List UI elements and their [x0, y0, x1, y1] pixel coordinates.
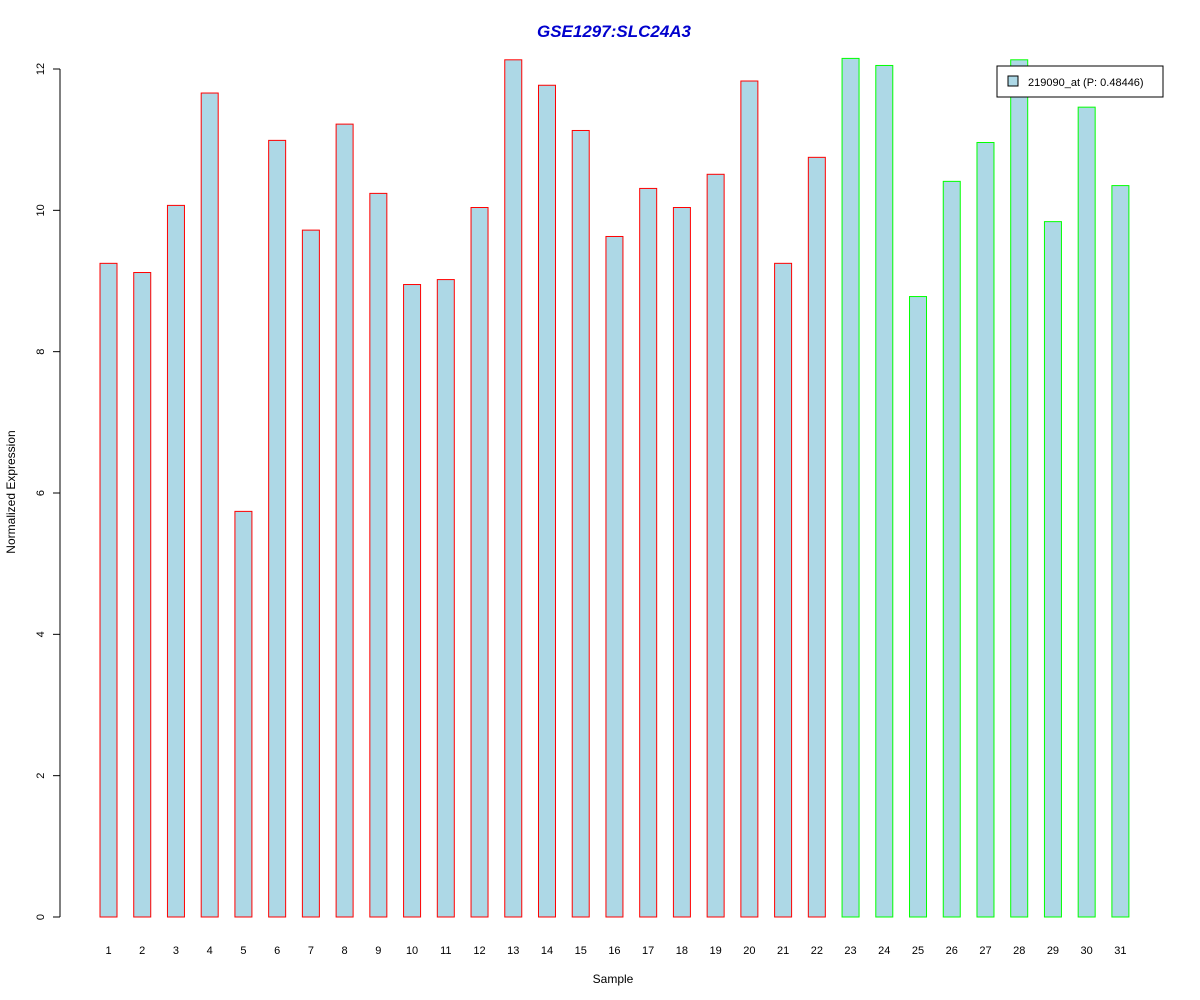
bar-sample-7	[301, 229, 320, 918]
x-tick-label: 4	[207, 945, 213, 957]
x-tick-label: 10	[406, 945, 418, 957]
x-tick-label: 6	[274, 945, 280, 957]
x-tick-label: 31	[1114, 945, 1126, 957]
bar-sample-28	[1010, 59, 1029, 918]
bar-sample-31	[1111, 185, 1130, 918]
bar-sample-22	[807, 156, 826, 918]
bar-sample-21	[774, 262, 793, 918]
x-tick-label: 18	[676, 945, 688, 957]
x-tick-label: 26	[946, 945, 958, 957]
x-axis-label: Sample	[593, 972, 634, 986]
x-tick-label: 30	[1081, 945, 1093, 957]
bar-sample-1	[99, 262, 118, 918]
y-tick-label: 2	[35, 773, 47, 779]
bar-sample-30	[1077, 106, 1096, 918]
y-tick-label: 8	[35, 349, 47, 355]
bar-sample-18	[672, 207, 691, 918]
x-tick-label: 3	[173, 945, 179, 957]
x-tick-label: 21	[777, 945, 789, 957]
bar-sample-27	[976, 141, 995, 918]
x-tick-label: 29	[1047, 945, 1059, 957]
y-axis: 0 2 4 6 8 10 12	[35, 63, 61, 920]
x-tick-label: 2	[139, 945, 145, 957]
x-tick-label: 16	[608, 945, 620, 957]
bar-sample-14	[537, 84, 556, 918]
bar-sample-23	[841, 57, 860, 918]
x-tick-label: 12	[473, 945, 485, 957]
x-tick-label: 14	[541, 945, 553, 957]
bar-sample-20	[740, 80, 759, 918]
x-tick-labels: 1 2 3 4 5 6 7 8 9 10 11 12 13 14 15 16 17 18 19 20 21 22 23 24 2…	[105, 945, 1126, 957]
y-axis-label: Normalized Expression	[4, 430, 18, 553]
bar-sample-2	[133, 272, 152, 918]
bar-sample-25	[909, 296, 928, 918]
x-tick-label: 13	[507, 945, 519, 957]
bar-sample-24	[875, 64, 894, 918]
bar-sample-17	[639, 187, 658, 918]
bar-sample-15	[571, 129, 590, 918]
bar-sample-11	[436, 279, 455, 918]
bar-sample-5	[234, 510, 253, 918]
chart-title: GSE1297:SLC24A3	[537, 22, 692, 41]
x-tick-label: 1	[105, 945, 111, 957]
bar-sample-9	[369, 192, 388, 918]
bar-sample-10	[403, 284, 422, 918]
legend-swatch	[1007, 75, 1019, 87]
legend-box	[996, 65, 1164, 98]
legend: 219090_at (P: 0.48446)	[996, 65, 1164, 98]
bar-sample-16	[605, 235, 624, 918]
x-tick-label: 25	[912, 945, 924, 957]
bar-sample-13	[504, 59, 523, 918]
bar-sample-3	[166, 204, 185, 918]
x-tick-label: 27	[979, 945, 991, 957]
x-tick-label: 15	[575, 945, 587, 957]
y-tick-label: 0	[35, 914, 47, 920]
bar-sample-6	[268, 139, 287, 918]
x-tick-label: 23	[844, 945, 856, 957]
legend-label: 219090_at (P: 0.48446)	[1028, 77, 1144, 89]
bar-sample-19	[706, 173, 725, 918]
x-tick-label: 19	[710, 945, 722, 957]
bar-sample-8	[335, 123, 354, 918]
bars	[99, 57, 1130, 918]
x-tick-label: 5	[240, 945, 246, 957]
bar-sample-12	[470, 207, 489, 918]
bar-sample-4	[200, 92, 219, 918]
x-tick-label: 7	[308, 945, 314, 957]
y-tick-label: 6	[35, 490, 47, 496]
bar-sample-26	[942, 180, 961, 918]
y-tick-label: 10	[35, 204, 47, 216]
x-tick-label: 24	[878, 945, 890, 957]
bar-sample-29	[1043, 221, 1062, 918]
x-tick-label: 11	[440, 945, 451, 957]
y-tick-label: 12	[35, 63, 47, 75]
x-tick-label: 9	[375, 945, 381, 957]
y-tick-label: 4	[35, 631, 47, 637]
x-tick-label: 20	[743, 945, 755, 957]
x-tick-label: 8	[342, 945, 348, 957]
x-tick-label: 22	[811, 945, 823, 957]
x-tick-label: 17	[642, 945, 654, 957]
x-tick-label: 28	[1013, 945, 1025, 957]
